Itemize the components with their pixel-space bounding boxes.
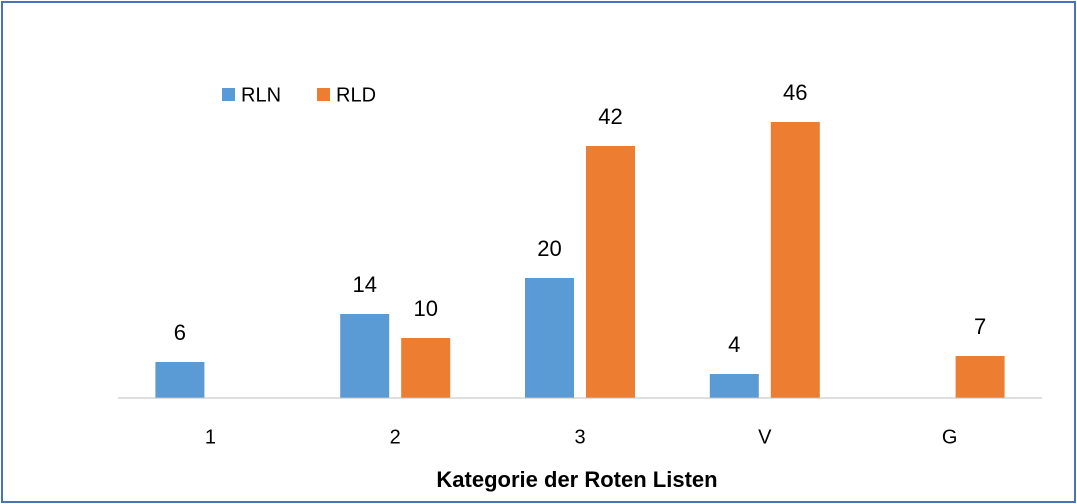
x-tick-label: V (758, 426, 772, 448)
data-label: 10 (413, 296, 437, 321)
x-tick-label: 1 (205, 426, 216, 448)
bar (770, 122, 820, 398)
x-tick-label: G (942, 426, 958, 448)
data-label: 14 (352, 272, 376, 297)
legend-swatch (222, 88, 235, 101)
data-label: 20 (537, 236, 561, 261)
bar (709, 374, 759, 398)
legend-label: RLN (241, 84, 281, 106)
bar (955, 356, 1005, 398)
x-tick-label: 2 (390, 426, 401, 448)
data-label: 4 (728, 332, 740, 357)
x-tick-label: 3 (574, 426, 585, 448)
legend-label: RLD (336, 84, 376, 106)
data-label: 7 (974, 314, 986, 339)
data-label: 46 (783, 80, 807, 105)
bar (401, 338, 451, 398)
data-label: 42 (598, 104, 622, 129)
bar (340, 314, 390, 398)
bar (155, 362, 205, 398)
data-label: 6 (174, 320, 186, 345)
x-axis-title: Kategorie der Roten Listen (436, 467, 717, 492)
bar (525, 278, 574, 398)
legend-swatch (317, 88, 331, 101)
bar (586, 146, 635, 398)
